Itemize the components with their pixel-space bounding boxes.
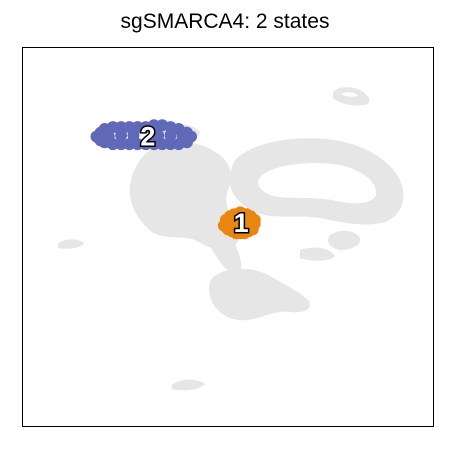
point-series-2-26	[102, 130, 115, 143]
point-series-2-16	[106, 121, 119, 134]
bg-cluster-right-tail	[300, 247, 335, 261]
plot-frame	[22, 47, 434, 427]
bg-cluster-left-island	[58, 239, 84, 249]
series-marks	[90, 119, 261, 240]
bg-cluster-bottom-island	[172, 379, 205, 391]
point-series-2-17	[115, 121, 128, 134]
point-series-2-30	[164, 129, 177, 142]
bg-cluster-right-arm	[328, 230, 361, 250]
point-series-2-7	[139, 138, 152, 151]
bg-cluster-stem	[202, 215, 242, 274]
series-1	[217, 206, 261, 240]
bg-cluster-lower	[209, 268, 310, 321]
point-series-2-29	[152, 129, 165, 142]
bg-cluster-ring	[229, 138, 404, 225]
point-series-2-4	[115, 138, 128, 151]
background-cells	[58, 87, 404, 391]
point-series-2-10	[164, 138, 177, 151]
state-label-2: 2	[140, 122, 155, 152]
point-series-2-28	[127, 129, 140, 142]
point-series-2-27	[115, 129, 128, 142]
point-series-2-21	[148, 119, 160, 132]
point-series-1-20	[244, 217, 257, 230]
bg-cluster-small-ring	[333, 87, 370, 106]
point-series-2-31	[176, 130, 189, 143]
chart-title: sgSMARCA4: 2 states	[120, 10, 330, 33]
series-2	[90, 119, 197, 151]
series-labels: 12	[139, 120, 250, 239]
state-label-1: 1	[234, 208, 249, 238]
